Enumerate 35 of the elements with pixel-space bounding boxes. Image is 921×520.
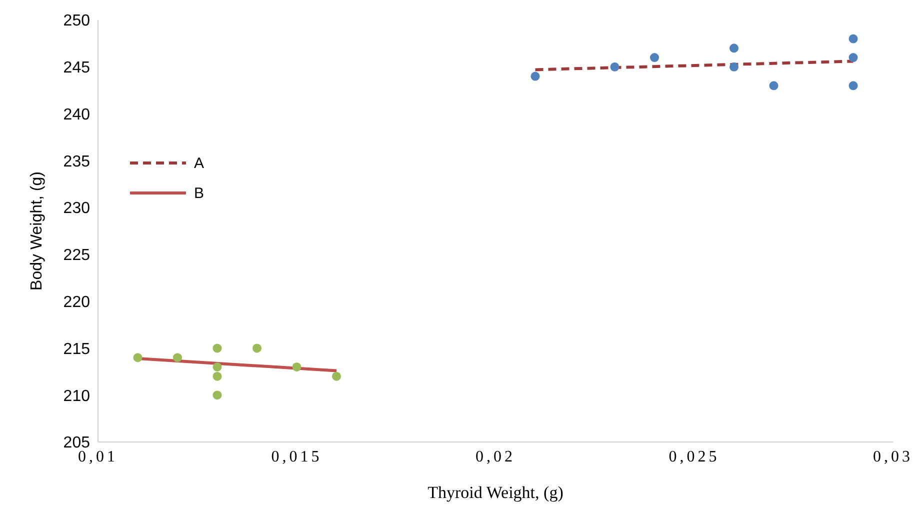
point (133, 353, 142, 362)
x-axis-title: Thyroid Weight, (g) (428, 483, 564, 502)
point (769, 81, 778, 90)
point (729, 62, 739, 72)
point (332, 372, 342, 381)
legend-label: A (194, 154, 204, 172)
y-axis-title: Body Weight, (g) (28, 172, 46, 290)
point (212, 344, 222, 353)
y-tick-label: 230 (63, 200, 90, 218)
point (212, 372, 222, 381)
y-tick-label: 220 (63, 294, 90, 312)
y-tick-label: 225 (63, 247, 90, 264)
point (292, 362, 302, 372)
point (729, 44, 739, 53)
y-tick-label: 210 (63, 388, 90, 405)
legend-label: B (194, 184, 204, 202)
point (848, 81, 858, 90)
y-tick-label: 245 (63, 60, 90, 77)
x-tick-label: 0,02 (476, 448, 516, 466)
point (530, 72, 540, 81)
point (610, 62, 620, 72)
x-tick-label: 0,015 (271, 448, 322, 466)
x-tick-label: 0,025 (668, 448, 720, 466)
point (212, 362, 222, 372)
point (252, 344, 262, 353)
point (172, 353, 182, 362)
y-tick-label: 235 (63, 153, 90, 170)
point (848, 53, 858, 62)
y-tick-label: 215 (63, 340, 90, 358)
point (650, 53, 660, 62)
point (848, 34, 858, 44)
x-tick-label: 0,03 (873, 448, 913, 466)
y-tick-label: 240 (63, 106, 90, 124)
y-tick-label: 250 (63, 12, 90, 30)
point (212, 390, 222, 400)
